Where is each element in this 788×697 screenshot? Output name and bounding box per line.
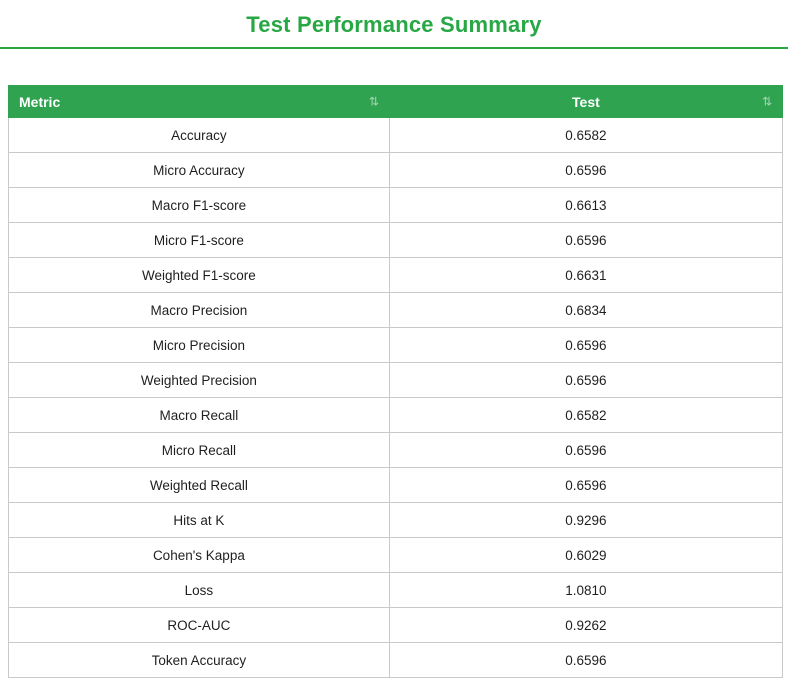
table-row: Hits at K 0.9296 <box>8 502 784 538</box>
metric-cell: Micro Recall <box>8 432 390 468</box>
value-cell: 0.6596 <box>388 642 784 678</box>
value-cell: 0.6029 <box>388 537 784 573</box>
table-row: Macro Precision 0.6834 <box>8 292 784 328</box>
value-cell: 1.0810 <box>388 572 784 608</box>
value-cell: 0.6596 <box>388 152 784 188</box>
value-cell: 0.6596 <box>388 467 784 503</box>
metric-cell: Micro Accuracy <box>8 152 390 188</box>
metric-cell: Loss <box>8 572 390 608</box>
table-row: Weighted Precision 0.6596 <box>8 362 784 398</box>
sort-icon[interactable]: ⇅ <box>368 94 379 109</box>
table-row: Micro F1-score 0.6596 <box>8 222 784 258</box>
column-header-metric[interactable]: Metric ⇅ <box>8 85 390 118</box>
table-row: Micro Accuracy 0.6596 <box>8 152 784 188</box>
value-cell: 0.6582 <box>388 117 784 153</box>
metric-cell: Macro F1-score <box>8 187 390 223</box>
table-row: Weighted Recall 0.6596 <box>8 467 784 503</box>
title-divider <box>0 47 788 49</box>
value-cell: 0.6596 <box>388 362 784 398</box>
metrics-table-container: Metric ⇅ Test ⇅ Accuracy 0.6582 Micro Accu… <box>8 85 784 678</box>
value-cell: 0.9262 <box>388 607 784 643</box>
value-cell: 0.6613 <box>388 187 784 223</box>
value-cell: 0.6596 <box>388 222 784 258</box>
column-header-test[interactable]: Test ⇅ <box>388 85 784 118</box>
metrics-table: Metric ⇅ Test ⇅ Accuracy 0.6582 Micro Accu… <box>8 85 784 678</box>
column-header-metric-label: Metric <box>19 93 61 110</box>
sort-icon[interactable]: ⇅ <box>761 94 772 109</box>
metric-cell: Accuracy <box>8 117 390 153</box>
table-row: Weighted F1-score 0.6631 <box>8 257 784 293</box>
table-row: Micro Precision 0.6596 <box>8 327 784 363</box>
metric-cell: Hits at K <box>8 502 390 538</box>
table-header-row: Metric ⇅ Test ⇅ <box>8 85 784 118</box>
value-cell: 0.6596 <box>388 432 784 468</box>
value-cell: 0.9296 <box>388 502 784 538</box>
value-cell: 0.6631 <box>388 257 784 293</box>
table-row: Loss 1.0810 <box>8 572 784 608</box>
metric-cell: Micro Precision <box>8 327 390 363</box>
value-cell: 0.6582 <box>388 397 784 433</box>
table-row: Micro Recall 0.6596 <box>8 432 784 468</box>
metric-cell: ROC-AUC <box>8 607 390 643</box>
metric-cell: Micro F1-score <box>8 222 390 258</box>
metric-cell: Macro Precision <box>8 292 390 328</box>
metric-cell: Weighted F1-score <box>8 257 390 293</box>
value-cell: 0.6596 <box>388 327 784 363</box>
table-row: ROC-AUC 0.9262 <box>8 607 784 643</box>
metric-cell: Weighted Recall <box>8 467 390 503</box>
value-cell: 0.6834 <box>388 292 784 328</box>
metric-cell: Cohen's Kappa <box>8 537 390 573</box>
metric-cell: Token Accuracy <box>8 642 390 678</box>
column-header-test-label: Test <box>572 93 600 110</box>
metric-cell: Weighted Precision <box>8 362 390 398</box>
table-row: Accuracy 0.6582 <box>8 117 784 153</box>
table-row: Macro Recall 0.6582 <box>8 397 784 433</box>
metric-cell: Macro Recall <box>8 397 390 433</box>
table-row: Cohen's Kappa 0.6029 <box>8 537 784 573</box>
table-row: Macro F1-score 0.6613 <box>8 187 784 223</box>
table-row: Token Accuracy 0.6596 <box>8 642 784 678</box>
page-title: Test Performance Summary <box>246 12 542 37</box>
